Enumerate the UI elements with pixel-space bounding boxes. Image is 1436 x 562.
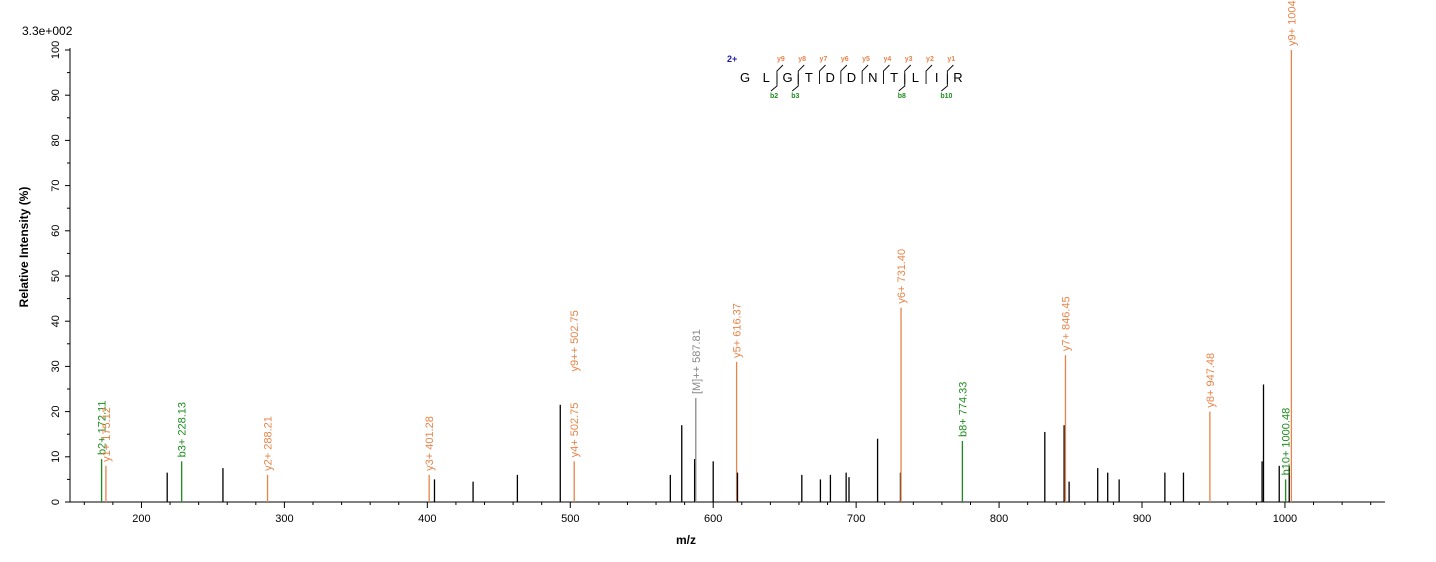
b-ion-index: b2 <box>770 93 778 100</box>
peak-label: y2+ 288.21 <box>263 416 275 471</box>
y-tick-label: 50 <box>50 270 62 282</box>
peak-label: b10+ 1000.48 <box>1281 408 1293 476</box>
b-ion-index: b3 <box>791 93 799 100</box>
y-tick-label: 70 <box>50 179 62 191</box>
peak-label: y3+ 401.28 <box>424 416 436 471</box>
b-ion-bracket <box>941 74 948 92</box>
peak-label: y9++ 502.75 <box>569 310 581 371</box>
x-tick-label: 300 <box>275 513 293 525</box>
sequence-residue: T <box>805 70 813 85</box>
y-ion-bracket <box>883 64 890 84</box>
y-ion-index: y8 <box>798 56 806 63</box>
y-tick-label: 90 <box>50 89 62 101</box>
sequence-residue: R <box>953 70 962 85</box>
b-ion-index: b8 <box>898 93 906 100</box>
y-tick-label: 40 <box>50 315 62 327</box>
y-ion-bracket <box>904 64 912 84</box>
y-ion-bracket <box>819 64 826 84</box>
x-tick-label: 600 <box>704 513 722 525</box>
sequence-residue: L <box>763 70 770 85</box>
peak-label: b2+ 172.11 <box>97 401 109 456</box>
sequence-residue: L <box>912 70 919 85</box>
y-ion-index: y6 <box>841 56 849 63</box>
x-tick-label: 700 <box>847 513 865 525</box>
axes: 0 10 20 30 40 50 60 70 80 90 100 200 300 400 500 600 700… <box>50 41 1385 525</box>
peak-label: y6+ 731.40 <box>896 249 908 304</box>
y-ion-index: y4 <box>883 56 891 63</box>
intensity-scale-label: 3.3e+002 <box>22 24 73 38</box>
y-tick-label: 100 <box>50 41 62 59</box>
y-ion-bracket <box>840 64 848 84</box>
y-ion-index: y1 <box>947 56 955 63</box>
charge-state: 2+ <box>727 54 737 64</box>
y-tick-label: 80 <box>50 134 62 146</box>
sequence-residue: G <box>740 70 750 85</box>
peak-label: b3+ 228.13 <box>177 402 189 457</box>
y-tick-label: 10 <box>50 451 62 463</box>
peak-label: y4+ 502.75 <box>569 403 581 458</box>
y-tick-label: 30 <box>50 360 62 372</box>
sequence-residue: D <box>826 70 835 85</box>
peak-label: y1+ 175.12 <box>101 407 113 462</box>
peak-label: [M]++ 587.81 <box>691 329 703 394</box>
y-tick-label: 60 <box>50 225 62 237</box>
b-ion-bracket <box>791 74 799 92</box>
y-ion-index: y7 <box>820 56 828 63</box>
x-tick-label: 200 <box>132 513 150 525</box>
y-ion-index: y9 <box>777 56 785 63</box>
y-ion-index: y2 <box>926 56 934 63</box>
peaks <box>100 50 1293 502</box>
peak-label: y9+ 1004.50 <box>1286 0 1298 46</box>
y-axis-title: Relative Intensity (%) <box>17 187 31 308</box>
y-ion-bracket <box>797 64 805 84</box>
b-ion-bracket <box>898 74 906 92</box>
b-ion-index: b10 <box>940 93 952 100</box>
sequence-residue: N <box>868 70 877 85</box>
peak-label: y5+ 616.37 <box>732 303 744 358</box>
sequence-residue: T <box>890 70 898 85</box>
y-ion-bracket <box>925 64 933 84</box>
y-ion-index: y5 <box>862 56 870 63</box>
peak-label: b8+ 774.33 <box>957 382 969 437</box>
x-tick-label: 1000 <box>1273 513 1297 525</box>
y-tick-label: 0 <box>50 499 62 505</box>
sequence-residue: I <box>935 70 939 85</box>
x-tick-label: 800 <box>990 513 1008 525</box>
y-ion-bracket <box>861 64 869 84</box>
x-tick-label: 900 <box>1133 513 1151 525</box>
x-tick-label: 400 <box>418 513 436 525</box>
y-tick-label: 20 <box>50 405 62 417</box>
x-tick-label: 500 <box>561 513 579 525</box>
sequence-residue: G <box>783 70 793 85</box>
b-ion-bracket <box>770 74 778 92</box>
sequence-residue: D <box>847 70 856 85</box>
y-ion-index: y3 <box>905 56 913 63</box>
peak-label: y7+ 846.45 <box>1060 296 1072 351</box>
x-axis-title: m/z <box>676 533 696 547</box>
peak-label: y8+ 947.48 <box>1205 353 1217 408</box>
